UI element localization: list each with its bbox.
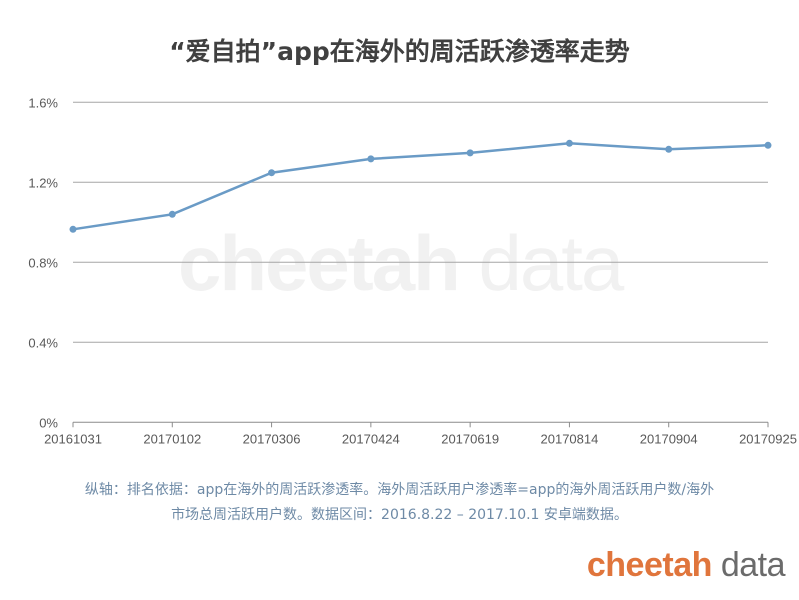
data-point xyxy=(764,141,772,149)
footnote-line-1: 纵轴：排名依据：app在海外的周活跃渗透率。海外周活跃用户渗透率=app的海外周… xyxy=(84,482,715,498)
data-point xyxy=(466,149,474,157)
x-tick-label: 20170619 xyxy=(441,431,499,446)
y-tick-label: 0.8% xyxy=(28,255,58,270)
x-tick-label: 20170814 xyxy=(541,431,599,446)
watermark: cheetah data xyxy=(178,218,624,309)
data-point xyxy=(665,145,673,153)
data-point xyxy=(69,225,77,233)
y-tick-label: 1.2% xyxy=(28,175,58,190)
y-tick-label: 0.4% xyxy=(28,335,58,350)
footnote: 纵轴：排名依据：app在海外的周活跃渗透率。海外周活跃用户渗透率=app的海外周… xyxy=(0,478,799,528)
series-line xyxy=(72,142,769,231)
x-tick-label: 20170904 xyxy=(640,431,698,446)
footnote-line-2: 市场总周活跃用户数。数据区间：2016.8.22 – 2017.10.1 安卓端… xyxy=(171,507,628,523)
watermark-bold: cheetah xyxy=(178,219,461,307)
x-tick-label: 20170102 xyxy=(143,431,201,446)
chart-title: “爱自拍”app在海外的周活跃渗透率走势 xyxy=(169,37,630,66)
x-tick-label: 20170424 xyxy=(342,431,400,446)
y-tick-label: 1.6% xyxy=(28,95,58,110)
x-tick-label: 20170306 xyxy=(243,431,301,446)
data-point xyxy=(367,155,375,163)
x-tick-label: 20161031 xyxy=(44,431,102,446)
line-chart: 0% 0.4% 0.8% 1.2% 1.6% 20161031 20170102 201703… xyxy=(28,95,797,446)
y-tick-label: 0% xyxy=(39,415,58,430)
data-point xyxy=(268,169,276,177)
logo-light: data xyxy=(711,546,786,584)
data-point xyxy=(168,210,176,218)
x-tick-label: 20170925 xyxy=(739,431,797,446)
watermark-light: data xyxy=(458,219,624,307)
logo-bold: cheetah xyxy=(586,546,713,584)
cheetah-data-logo: cheetah data xyxy=(586,546,786,585)
data-point xyxy=(565,139,573,147)
